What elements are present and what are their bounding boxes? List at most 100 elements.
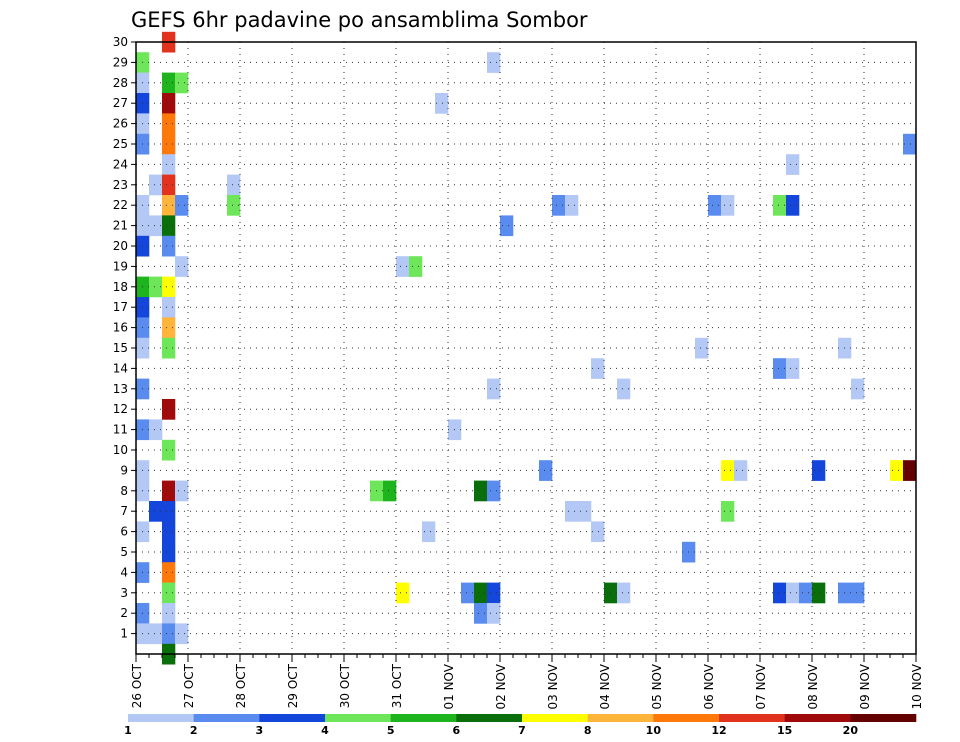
colorbar-swatch: [587, 714, 654, 722]
data-cell: [162, 276, 176, 298]
data-cell: [474, 603, 488, 624]
x-tick-label: 09 NOV: [858, 663, 872, 709]
colorbar-label: 8: [584, 724, 592, 737]
data-cell: [162, 521, 176, 543]
y-tick-label: 6: [120, 525, 128, 539]
data-cell: [617, 378, 631, 400]
y-tick-label: 4: [120, 565, 128, 579]
data-cell: [461, 582, 475, 604]
data-cell: [786, 358, 800, 379]
data-cell: [565, 501, 579, 522]
y-tick-label: 11: [113, 423, 128, 437]
data-cell: [162, 439, 176, 461]
data-cell: [175, 195, 189, 216]
data-cell: [409, 256, 423, 277]
y-tick-label: 25: [113, 137, 128, 151]
y-tick-label: 1: [120, 627, 128, 641]
data-cell: [162, 174, 176, 196]
colorbar-label: 1: [124, 724, 132, 737]
y-tick-label: 23: [113, 178, 128, 192]
data-cell: [591, 358, 605, 379]
x-tick-label: 05 NOV: [650, 663, 664, 709]
data-cell: [175, 480, 189, 502]
data-cell: [799, 582, 813, 604]
data-cell: [422, 521, 436, 543]
y-tick-label: 3: [120, 586, 128, 600]
y-tick-label: 30: [113, 35, 128, 49]
x-tick-label: 01 NOV: [442, 663, 456, 709]
data-cell: [162, 541, 176, 563]
data-cell: [903, 460, 917, 481]
grid-layer: [136, 41, 916, 654]
data-cell: [227, 195, 241, 216]
y-tick-label: 22: [113, 198, 128, 212]
colorbar-swatch: [653, 714, 720, 722]
data-cell: [396, 582, 410, 604]
data-cell: [617, 582, 631, 604]
y-tick-label: 19: [113, 259, 128, 273]
data-cell: [903, 133, 917, 155]
data-cell: [786, 582, 800, 604]
data-cell: [721, 501, 735, 522]
data-cell: [435, 93, 449, 114]
data-cell: [162, 623, 176, 645]
colorbar-swatch: [390, 714, 457, 722]
data-cell: [149, 419, 163, 441]
data-cell: [149, 276, 163, 298]
colorbar-label: 4: [321, 724, 329, 737]
colorbar-swatch: [522, 714, 588, 722]
colorbar-swatch: [259, 714, 326, 722]
x-tick-label: 08 NOV: [806, 663, 820, 709]
data-cell: [162, 562, 176, 583]
data-cell: [162, 154, 176, 175]
colorbar-label: 7: [518, 724, 526, 737]
colorbar-swatch: [850, 714, 917, 722]
data-cell: [890, 460, 904, 481]
y-tick-label: 13: [113, 382, 128, 396]
y-tick-label: 26: [113, 117, 128, 131]
colorbar-swatch: [456, 714, 523, 722]
y-tick-label: 5: [120, 545, 128, 559]
y-tick-label: 14: [113, 361, 128, 375]
data-cell: [162, 93, 176, 114]
data-cell: [162, 501, 176, 522]
cells-layer: [136, 31, 917, 665]
data-cell: [565, 195, 579, 216]
data-cell: [773, 195, 787, 216]
data-cell: [734, 460, 748, 481]
data-cell: [539, 460, 553, 481]
colorbar-label: 2: [190, 724, 198, 737]
x-tick-label: 10 NOV: [910, 663, 924, 709]
data-cell: [487, 603, 501, 624]
data-cell: [162, 195, 176, 216]
data-cell: [383, 480, 397, 502]
data-cell: [162, 603, 176, 624]
y-tick-label: 28: [113, 76, 128, 90]
data-cell: [162, 480, 176, 502]
colorbar-legend: 1 2 3 4 5 6 7 8 10 12 15 20: [124, 714, 917, 737]
data-cell: [175, 256, 189, 277]
y-tick-label: 7: [120, 504, 128, 518]
data-cell: [578, 501, 592, 522]
data-cell: [487, 52, 501, 73]
data-cell: [721, 195, 735, 216]
chart-title: GEFS 6hr padavine po ansamblima Sombor: [131, 8, 588, 32]
data-cell: [162, 215, 176, 237]
data-cell: [812, 582, 826, 604]
colorbar-label: 6: [453, 724, 461, 737]
y-tick-label: 21: [113, 219, 128, 233]
data-cell: [396, 256, 410, 277]
data-cell: [487, 582, 501, 604]
x-tick-label: 03 NOV: [546, 663, 560, 709]
data-cell: [175, 623, 189, 645]
data-cell: [162, 399, 176, 420]
x-tick-label: 04 NOV: [598, 663, 612, 709]
colorbar-swatch: [719, 714, 785, 722]
y-tick-label: 15: [113, 341, 128, 355]
data-cell: [149, 501, 163, 522]
data-cell: [487, 378, 501, 400]
y-tick-label: 10: [113, 443, 128, 457]
data-cell: [773, 582, 787, 604]
data-cell: [149, 174, 163, 196]
